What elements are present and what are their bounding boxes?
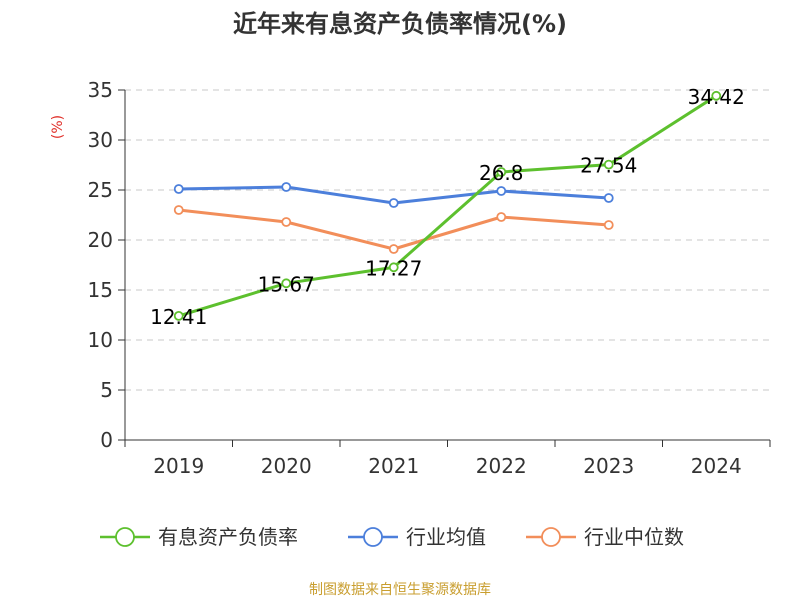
legend-swatch-marker (541, 527, 561, 547)
data-label: 27.54 (580, 154, 637, 178)
y-tick-label: 20 (88, 228, 113, 252)
grid-layer (125, 89, 770, 391)
data-point (281, 182, 292, 192)
legend-swatch-marker (363, 527, 383, 547)
data-point (496, 167, 507, 177)
data-label: 12.41 (150, 305, 207, 329)
chart-title: 近年来有息资产负债率情况(%) (233, 10, 567, 38)
data-point (711, 90, 722, 101)
data-point (496, 186, 507, 196)
data-point (388, 244, 399, 254)
y-tick-label: 25 (88, 178, 113, 202)
data-point (603, 159, 614, 170)
x-tick-label: 2021 (368, 454, 419, 478)
data-point (603, 193, 614, 203)
series-line (178, 208, 609, 251)
y-tick-label: 5 (100, 378, 113, 402)
series-line (178, 94, 718, 318)
x-tick-label: 2019 (153, 454, 204, 478)
legend-label: 有息资产负债率 (158, 525, 298, 549)
y-tick-label: 15 (88, 278, 113, 302)
data-point (496, 212, 507, 222)
axis-layer: 0 5 10 15 20 25 30 35 2019 2020 2021 2022 2023 2024 (88, 78, 771, 478)
legend-item[interactable]: 有息资产负债率 (100, 525, 298, 549)
y-tick-label: 0 (100, 428, 113, 452)
data-label: 17.27 (365, 256, 422, 280)
data-point (281, 217, 292, 227)
data-point (388, 262, 399, 273)
data-label-layer: 12.41 15.67 17.27 26.8 27.54 34.42 (150, 85, 745, 329)
y-tick-label: 35 (88, 78, 113, 102)
y-axis-unit-label: (%) (50, 115, 66, 139)
legend-label: 行业中位数 (584, 525, 684, 549)
source-note: 制图数据来自恒生聚源数据库 (309, 582, 491, 598)
legend: 有息资产负债率 行业均值 行业中位数 (100, 525, 684, 549)
data-point (173, 310, 184, 321)
legend-label: 行业均值 (406, 525, 486, 549)
x-tick-label: 2020 (261, 454, 312, 478)
x-tick-label: 2024 (691, 454, 742, 478)
data-point (173, 184, 184, 194)
x-tick-label: 2023 (583, 454, 634, 478)
data-label: 26.8 (479, 161, 524, 185)
series-layer (173, 90, 722, 321)
legend-swatch-marker (115, 527, 135, 547)
y-tick-label: 10 (88, 328, 113, 352)
data-point (603, 220, 614, 230)
data-point (173, 205, 184, 215)
x-tick-label: 2022 (476, 454, 527, 478)
data-point (388, 198, 399, 208)
legend-item[interactable]: 行业均值 (348, 525, 486, 549)
y-tick-label: 30 (88, 128, 113, 152)
data-label: 34.42 (688, 85, 745, 109)
legend-item[interactable]: 行业中位数 (526, 525, 684, 549)
data-point (281, 278, 292, 289)
data-label: 15.67 (258, 272, 315, 296)
